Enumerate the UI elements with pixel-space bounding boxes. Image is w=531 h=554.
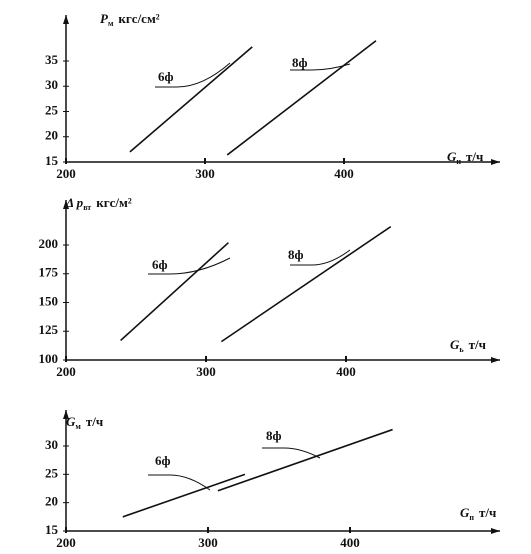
axis-symbol: G [450, 337, 460, 352]
series-line [220, 225, 392, 343]
axis-symbol: G [460, 505, 470, 520]
x-tick-label: 300 [196, 364, 216, 379]
series-label: 6ф [155, 453, 171, 468]
x-tick-label: 400 [336, 364, 356, 379]
x-axis-arrow [491, 159, 500, 165]
axis-subscript: н [456, 157, 461, 166]
axis-label: Gм т/ч [66, 414, 103, 431]
axis-symbol: G [447, 149, 457, 164]
y-tick-label: 30 [45, 77, 58, 92]
y-tick-label: 25 [45, 102, 59, 117]
axis-unit: т/ч [466, 149, 483, 164]
leader-line [262, 447, 321, 459]
series-label: 8ф [266, 428, 282, 443]
axis-label: Δ pвт кгс/м² [65, 195, 132, 212]
x-tick-label: 400 [340, 535, 360, 550]
y-tick-label: 150 [39, 293, 59, 308]
axis-unit: т/ч [469, 337, 486, 352]
x-tick-label: 300 [195, 166, 215, 181]
y-tick-label: 35 [45, 52, 59, 67]
axis-label: Pм кгс/см² [100, 11, 160, 28]
leader-line [148, 474, 211, 491]
y-tick-label: 100 [39, 351, 59, 366]
y-tick-label: 15 [45, 522, 59, 537]
series-label: 6ф [158, 69, 174, 84]
axis-symbol: G [66, 414, 76, 429]
series-line [217, 428, 393, 492]
axis-subscript: ь [459, 345, 464, 354]
series-line [122, 473, 246, 518]
x-tick-label: 200 [56, 535, 76, 550]
y-tick-label: 15 [45, 153, 59, 168]
axis-label: Gн т/ч [447, 149, 483, 166]
x-tick-label: 200 [56, 166, 76, 181]
y-tick-label: 175 [39, 265, 59, 280]
leader-line [148, 257, 231, 275]
series-line [120, 242, 229, 342]
x-tick-label: 300 [198, 535, 218, 550]
axis-unit: т/ч [86, 414, 103, 429]
axis-symbol: P [100, 11, 109, 26]
y-tick-label: 125 [39, 322, 59, 337]
axis-unit: кгс/см² [118, 11, 159, 26]
y-tick-label: 30 [45, 437, 58, 452]
series-label: 6ф [152, 257, 168, 272]
leader-line [290, 63, 351, 71]
series-line [226, 40, 377, 156]
axis-subscript: м [75, 422, 81, 431]
axis-symbol: Δ p [65, 195, 84, 210]
y-tick-label: 25 [45, 465, 59, 480]
axis-subscript: м [108, 19, 114, 28]
x-axis-arrow [491, 357, 500, 363]
x-axis-arrow [491, 528, 500, 534]
axis-label: Gь т/ч [450, 337, 486, 354]
x-tick-label: 200 [56, 364, 76, 379]
y-axis-arrow [63, 15, 69, 24]
series-line [129, 46, 253, 153]
series-label: 8ф [288, 247, 304, 262]
axis-subscript: п [469, 513, 474, 522]
series-label: 8ф [292, 55, 308, 70]
axis-subscript: вт [83, 203, 91, 212]
axis-unit: т/ч [479, 505, 496, 520]
y-axis-arrow [63, 410, 69, 419]
y-tick-label: 20 [45, 128, 58, 143]
y-axis-arrow [63, 200, 69, 209]
leader-line [155, 62, 231, 88]
axis-label: Gп т/ч [460, 505, 496, 522]
y-tick-label: 200 [39, 236, 59, 251]
leader-line [290, 249, 351, 266]
y-tick-label: 20 [45, 494, 58, 509]
x-tick-label: 400 [334, 166, 354, 181]
axis-unit: кгс/м² [96, 195, 132, 210]
